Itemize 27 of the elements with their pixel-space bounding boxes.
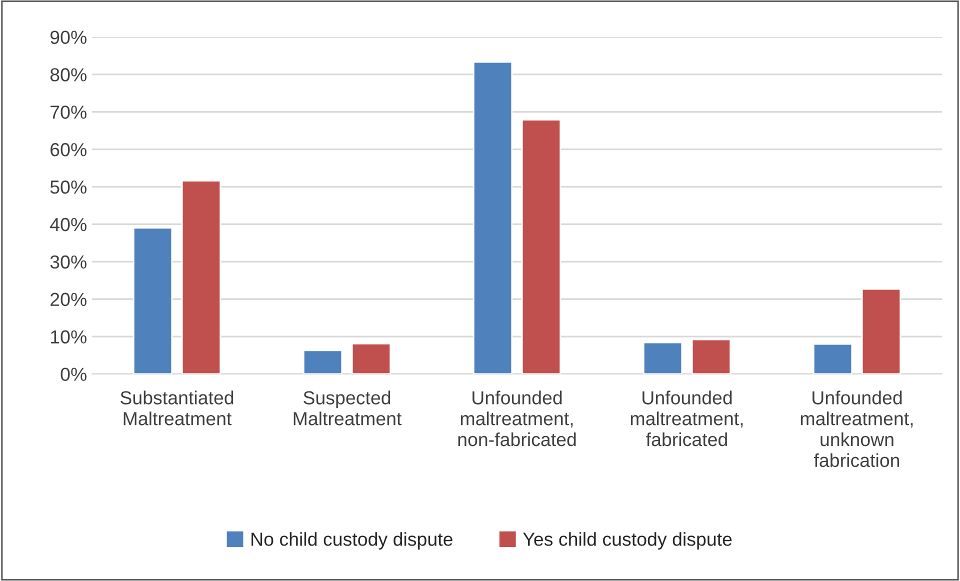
legend-label: No child custody dispute (252, 532, 452, 550)
y-tick-label: 10% (51, 330, 86, 344)
x-tick-label: Unfounded maltreatment, fabricated (630, 390, 743, 446)
bar (642, 342, 683, 374)
x-tick-label: Substantiated Maltreatment (120, 390, 234, 426)
bar (861, 288, 902, 374)
x-tick-label: Unfounded maltreatment, unknown fabrication (800, 390, 913, 468)
x-tick-label: Suspected Maltreatment (294, 390, 402, 426)
y-tick-label: 90% (50, 30, 86, 44)
bar (521, 119, 562, 374)
bar (351, 342, 392, 374)
y-tick-label: 80% (50, 68, 86, 82)
y-tick-label: 40% (50, 218, 86, 232)
bar (302, 350, 343, 374)
y-tick-label: 70% (50, 106, 86, 119)
y-tick-label: 0% (60, 368, 86, 381)
bar (812, 343, 853, 374)
y-tick-label: 20% (50, 292, 86, 306)
bar (181, 180, 222, 374)
y-tick-label: 60% (50, 143, 86, 156)
y-tick-label: 30% (50, 255, 86, 269)
bar (691, 338, 732, 374)
bar (472, 61, 513, 374)
legend-label: Yes child custody dispute (523, 532, 732, 550)
bar (132, 227, 173, 374)
y-tick-label: 50% (50, 180, 86, 194)
x-tick-label: Unfounded maltreatment, non-fabricated (458, 390, 576, 446)
